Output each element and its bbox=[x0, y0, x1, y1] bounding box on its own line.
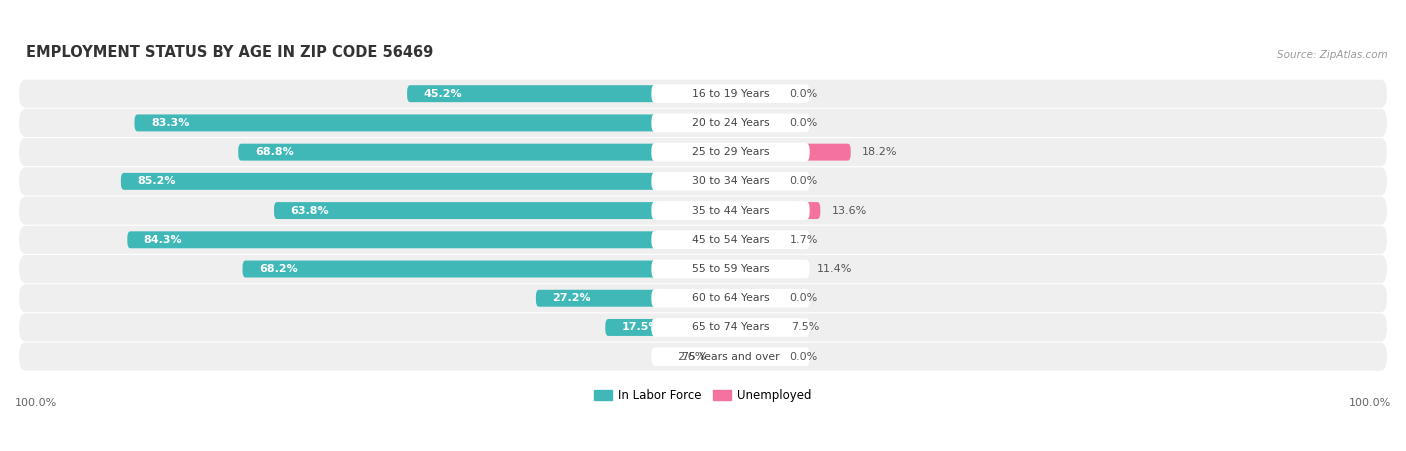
Text: 30 to 34 Years: 30 to 34 Years bbox=[692, 176, 769, 186]
FancyBboxPatch shape bbox=[20, 313, 1386, 341]
FancyBboxPatch shape bbox=[606, 319, 731, 336]
Text: 0.0%: 0.0% bbox=[790, 89, 818, 99]
FancyBboxPatch shape bbox=[20, 138, 1386, 166]
Text: 65 to 74 Years: 65 to 74 Years bbox=[692, 322, 769, 332]
FancyBboxPatch shape bbox=[651, 84, 810, 103]
FancyBboxPatch shape bbox=[731, 173, 779, 190]
Text: 45.2%: 45.2% bbox=[423, 89, 463, 99]
FancyBboxPatch shape bbox=[238, 144, 731, 161]
Text: 0.0%: 0.0% bbox=[790, 118, 818, 128]
FancyBboxPatch shape bbox=[651, 143, 810, 161]
FancyBboxPatch shape bbox=[731, 261, 806, 277]
Text: 7.5%: 7.5% bbox=[792, 322, 820, 332]
FancyBboxPatch shape bbox=[20, 109, 1386, 137]
Text: 100.0%: 100.0% bbox=[1348, 398, 1391, 408]
Text: 85.2%: 85.2% bbox=[138, 176, 176, 186]
Text: 45 to 54 Years: 45 to 54 Years bbox=[692, 235, 769, 245]
FancyBboxPatch shape bbox=[651, 172, 810, 191]
Text: 1.7%: 1.7% bbox=[790, 235, 818, 245]
FancyBboxPatch shape bbox=[243, 261, 731, 277]
FancyBboxPatch shape bbox=[651, 260, 810, 278]
FancyBboxPatch shape bbox=[20, 255, 1386, 283]
Text: 20 to 24 Years: 20 to 24 Years bbox=[692, 118, 769, 128]
Text: 2.6%: 2.6% bbox=[676, 352, 704, 362]
FancyBboxPatch shape bbox=[128, 231, 731, 248]
Text: 0.0%: 0.0% bbox=[790, 176, 818, 186]
FancyBboxPatch shape bbox=[651, 230, 810, 249]
FancyBboxPatch shape bbox=[731, 290, 779, 307]
FancyBboxPatch shape bbox=[20, 167, 1386, 195]
Text: 0.0%: 0.0% bbox=[790, 293, 818, 303]
FancyBboxPatch shape bbox=[20, 197, 1386, 225]
Text: 35 to 44 Years: 35 to 44 Years bbox=[692, 206, 769, 216]
Text: 83.3%: 83.3% bbox=[150, 118, 190, 128]
Text: 16 to 19 Years: 16 to 19 Years bbox=[692, 89, 769, 99]
Text: 63.8%: 63.8% bbox=[291, 206, 329, 216]
FancyBboxPatch shape bbox=[135, 115, 731, 131]
FancyBboxPatch shape bbox=[711, 348, 731, 365]
FancyBboxPatch shape bbox=[651, 289, 810, 308]
FancyBboxPatch shape bbox=[731, 319, 780, 336]
FancyBboxPatch shape bbox=[20, 343, 1386, 371]
FancyBboxPatch shape bbox=[536, 290, 731, 307]
Text: 60 to 64 Years: 60 to 64 Years bbox=[692, 293, 769, 303]
FancyBboxPatch shape bbox=[731, 144, 851, 161]
Text: EMPLOYMENT STATUS BY AGE IN ZIP CODE 56469: EMPLOYMENT STATUS BY AGE IN ZIP CODE 564… bbox=[25, 45, 433, 60]
FancyBboxPatch shape bbox=[731, 202, 820, 219]
Legend: In Labor Force, Unemployed: In Labor Force, Unemployed bbox=[589, 385, 817, 407]
FancyBboxPatch shape bbox=[20, 226, 1386, 254]
FancyBboxPatch shape bbox=[121, 173, 731, 190]
Text: 0.0%: 0.0% bbox=[790, 352, 818, 362]
Text: 25 to 29 Years: 25 to 29 Years bbox=[692, 147, 769, 157]
Text: 68.8%: 68.8% bbox=[254, 147, 294, 157]
FancyBboxPatch shape bbox=[731, 115, 779, 131]
FancyBboxPatch shape bbox=[20, 284, 1386, 312]
Text: 13.6%: 13.6% bbox=[831, 206, 866, 216]
FancyBboxPatch shape bbox=[651, 114, 810, 132]
FancyBboxPatch shape bbox=[274, 202, 731, 219]
Text: 55 to 59 Years: 55 to 59 Years bbox=[692, 264, 769, 274]
FancyBboxPatch shape bbox=[651, 201, 810, 220]
Text: 17.5%: 17.5% bbox=[621, 322, 661, 332]
Text: 68.2%: 68.2% bbox=[259, 264, 298, 274]
FancyBboxPatch shape bbox=[651, 347, 810, 366]
Text: 100.0%: 100.0% bbox=[15, 398, 58, 408]
FancyBboxPatch shape bbox=[20, 80, 1386, 108]
FancyBboxPatch shape bbox=[731, 348, 779, 365]
Text: 11.4%: 11.4% bbox=[817, 264, 852, 274]
FancyBboxPatch shape bbox=[731, 231, 779, 248]
FancyBboxPatch shape bbox=[408, 85, 731, 102]
FancyBboxPatch shape bbox=[651, 318, 810, 337]
Text: 18.2%: 18.2% bbox=[862, 147, 897, 157]
Text: Source: ZipAtlas.com: Source: ZipAtlas.com bbox=[1278, 50, 1388, 60]
Text: 75 Years and over: 75 Years and over bbox=[682, 352, 779, 362]
Text: 84.3%: 84.3% bbox=[143, 235, 183, 245]
FancyBboxPatch shape bbox=[731, 85, 779, 102]
Text: 27.2%: 27.2% bbox=[553, 293, 591, 303]
